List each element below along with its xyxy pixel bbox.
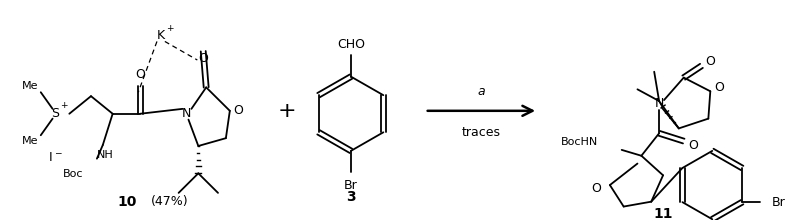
Text: 3: 3: [346, 190, 355, 204]
Text: +: +: [60, 101, 67, 110]
Text: NH: NH: [96, 150, 113, 160]
Text: K: K: [157, 29, 165, 42]
Text: O: O: [714, 81, 724, 94]
Text: a: a: [478, 85, 485, 98]
Text: traces: traces: [462, 126, 501, 139]
Text: Me: Me: [22, 81, 39, 91]
Text: Br: Br: [771, 196, 786, 209]
Text: Me: Me: [22, 136, 39, 146]
Text: 11: 11: [653, 207, 673, 221]
Text: O: O: [199, 52, 208, 65]
Text: Br: Br: [344, 179, 358, 192]
Text: −: −: [54, 148, 61, 157]
Text: O: O: [136, 68, 145, 81]
Text: I: I: [49, 151, 53, 164]
Text: N: N: [654, 97, 663, 110]
Text: 10: 10: [117, 195, 137, 209]
Text: N: N: [182, 107, 191, 120]
Text: S: S: [51, 107, 60, 120]
Text: O: O: [232, 104, 243, 117]
Text: +: +: [166, 24, 173, 33]
Text: (47%): (47%): [151, 195, 188, 208]
Text: O: O: [689, 138, 698, 151]
Text: O: O: [591, 183, 601, 196]
Text: +: +: [277, 101, 296, 121]
Text: O: O: [705, 56, 716, 69]
Text: CHO: CHO: [337, 38, 365, 51]
Text: Boc: Boc: [62, 169, 83, 179]
Text: BocHN: BocHN: [561, 137, 598, 147]
